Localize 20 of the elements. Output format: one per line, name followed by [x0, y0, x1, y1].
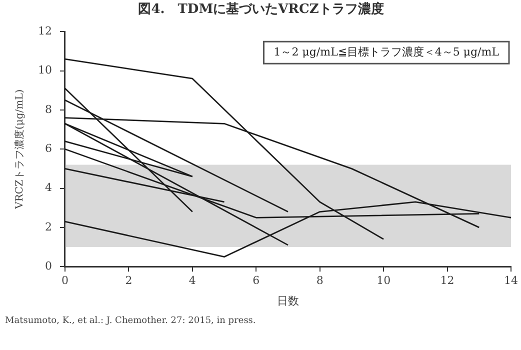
x-axis-title: 日数: [277, 294, 299, 308]
y-tick-label: 10: [38, 64, 52, 77]
text: Matsumoto, K., et al.: J. Chemother. 27: 2015, in press.: [5, 316, 256, 326]
x-tick-label: 4: [188, 274, 196, 288]
x-tick-label: 0: [61, 274, 68, 288]
y-tick-label: 0: [44, 259, 52, 272]
x-tick-label: 12: [440, 274, 454, 288]
x-tick-label: 2: [125, 274, 132, 288]
y-tick-label: 8: [44, 102, 52, 116]
y-tick-label: 6: [44, 142, 52, 155]
chart-title: 図4. TDMに基づいたVRCZトラフ濃度: [138, 1, 384, 18]
y-axis-title: VRCZトラフ濃度(μg/mL): [14, 89, 26, 210]
y-tick-label: 4: [44, 181, 52, 194]
x-tick-label: 6: [252, 274, 260, 288]
annotation: 1～2 μg/mL≦目標トラフ濃度＜4～5 μg/mL: [274, 45, 500, 58]
x-tick-label: 10: [376, 274, 391, 288]
x-tick-label: 8: [316, 274, 324, 288]
y-tick-label: 12: [38, 24, 52, 38]
y-tick-label: 2: [44, 220, 52, 234]
x-tick-label: 14: [504, 274, 518, 288]
